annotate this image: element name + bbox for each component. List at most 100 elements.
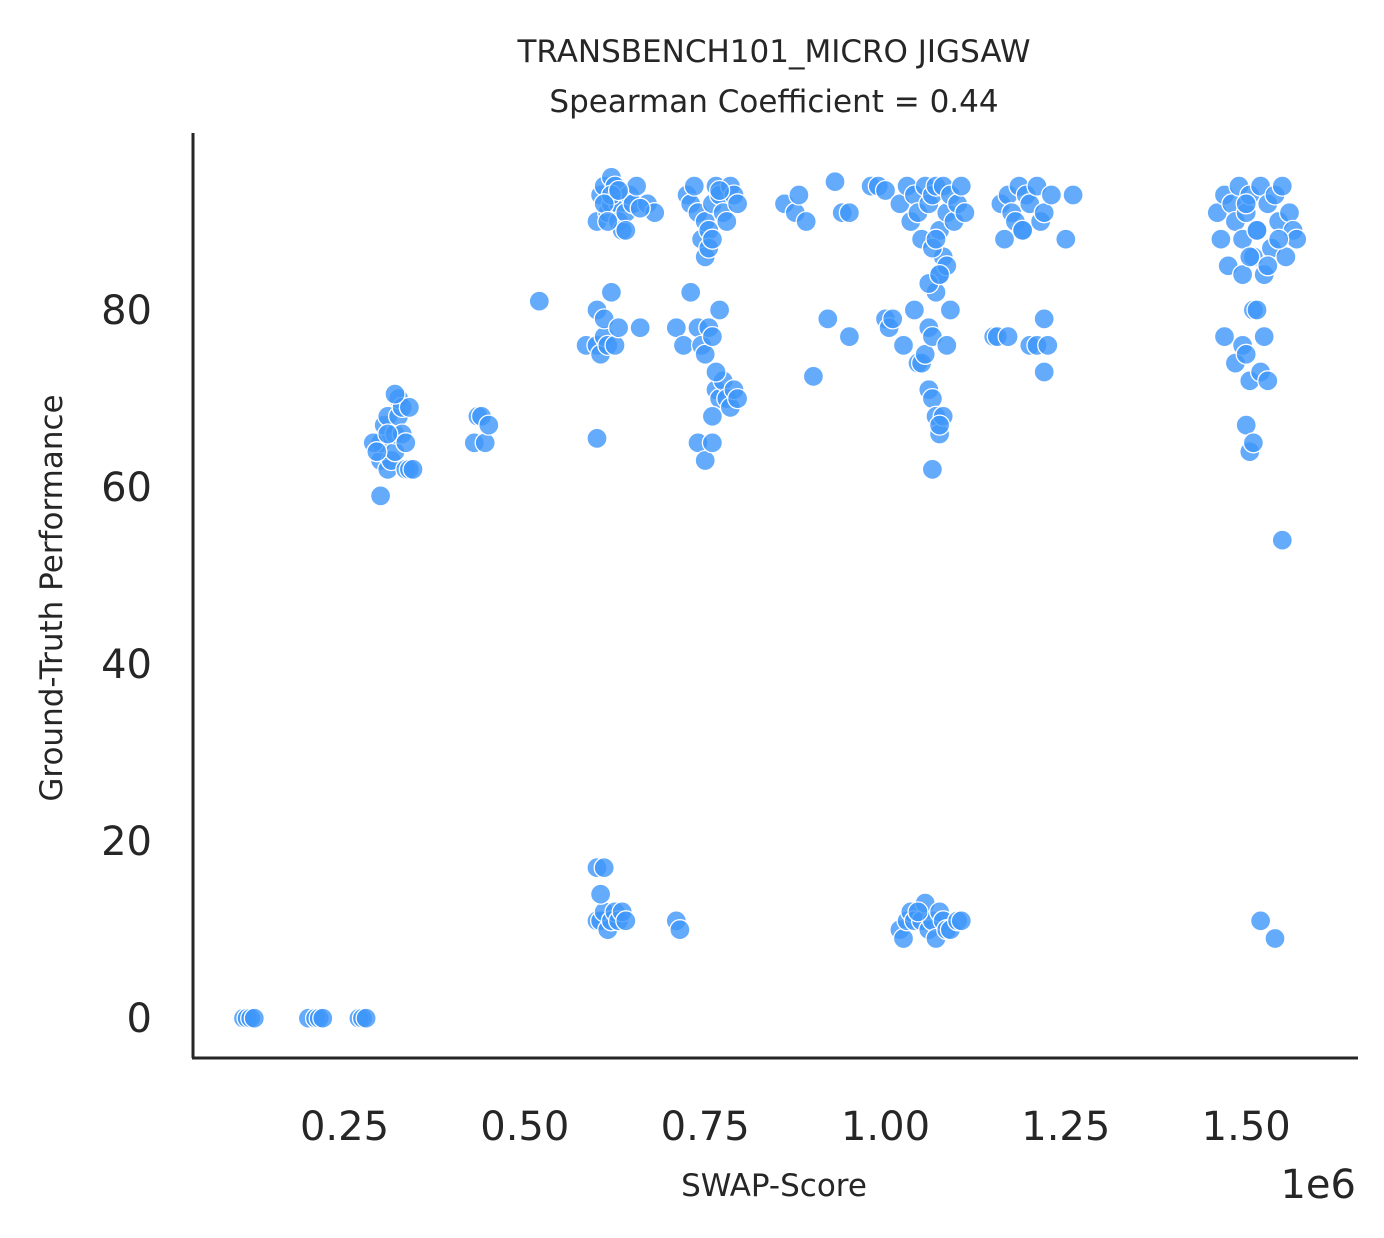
data-point	[243, 1007, 265, 1029]
data-point	[593, 857, 615, 879]
data-point	[604, 334, 626, 357]
data-point	[1268, 228, 1290, 250]
data-point	[1235, 414, 1257, 436]
data-point	[586, 427, 608, 450]
data-point	[708, 179, 731, 202]
data-point	[1037, 334, 1059, 357]
data-point	[672, 334, 695, 357]
data-point	[680, 281, 702, 303]
data-point	[1246, 299, 1268, 321]
data-point	[377, 423, 399, 445]
data-point	[402, 458, 424, 481]
data-point	[1257, 370, 1279, 392]
data-point	[312, 1007, 334, 1029]
data-point	[1033, 202, 1055, 224]
data-point	[1246, 219, 1268, 242]
data-point	[1242, 432, 1265, 454]
data-point	[615, 910, 637, 932]
data-point	[882, 308, 904, 330]
data-point	[1286, 228, 1308, 250]
data-point	[726, 387, 749, 410]
data-point	[903, 299, 926, 321]
data-point	[528, 290, 550, 312]
data-point	[701, 405, 724, 427]
data-point	[1264, 927, 1286, 950]
data-point	[1235, 193, 1257, 215]
data-point	[607, 317, 630, 339]
x-tick-label: 0.25	[300, 1104, 389, 1150]
data-point	[1033, 361, 1055, 383]
y-tick-label: 0	[127, 996, 152, 1042]
data-point	[701, 432, 724, 454]
x-axis-label: SWAP-Score	[681, 1168, 867, 1204]
data-point	[925, 228, 947, 250]
data-point	[921, 458, 944, 481]
data-point	[369, 485, 392, 507]
data-point	[669, 919, 691, 941]
x-tick-label: 1.00	[841, 1104, 930, 1150]
data-point	[474, 432, 496, 454]
data-point	[694, 343, 716, 365]
data-point	[726, 193, 749, 215]
data-point	[708, 299, 731, 321]
x-tick-label: 1.50	[1202, 1104, 1291, 1150]
data-point	[600, 281, 623, 303]
data-point	[914, 343, 936, 365]
data-point	[615, 219, 637, 242]
data-point	[1210, 228, 1232, 250]
data-point	[478, 414, 500, 436]
x-tick-label: 0.75	[661, 1104, 750, 1150]
data-point	[950, 175, 972, 197]
data-point	[683, 175, 705, 197]
data-point	[1271, 529, 1293, 551]
data-point	[1278, 202, 1301, 224]
x-tick-label: 0.50	[480, 1104, 569, 1150]
y-tick-label: 80	[101, 288, 152, 334]
y-axis-label: Ground-Truth Performance	[34, 394, 70, 801]
data-point	[921, 387, 944, 410]
data-point	[629, 197, 651, 219]
data-point	[705, 361, 727, 383]
data-point	[629, 317, 651, 339]
data-point	[1213, 325, 1236, 348]
data-point	[1011, 219, 1034, 242]
y-tick-labels: 0 20 40 60 80	[101, 288, 152, 1042]
data-point	[993, 228, 1016, 250]
data-point	[1033, 308, 1055, 330]
data-point	[694, 449, 716, 472]
data-point	[701, 325, 724, 348]
data-point	[874, 179, 897, 202]
data-point	[1239, 246, 1261, 268]
data-point	[928, 414, 951, 436]
data-point	[950, 910, 972, 932]
data-point	[795, 210, 817, 233]
data-point	[817, 308, 839, 330]
data-point	[1275, 246, 1297, 268]
data-point	[625, 175, 648, 197]
data-point	[716, 210, 738, 233]
data-point	[802, 365, 825, 388]
data-point	[1062, 184, 1084, 206]
data-point	[384, 383, 406, 405]
y-tick-label: 20	[101, 819, 152, 865]
data-point	[366, 441, 388, 463]
x-offset-label: 1e6	[1280, 1162, 1356, 1208]
data-point	[838, 202, 861, 224]
data-point	[1235, 343, 1257, 365]
data-point	[928, 263, 951, 286]
data-point	[1055, 228, 1077, 250]
data-point	[395, 432, 417, 454]
data-point	[997, 325, 1019, 348]
data-point	[1253, 325, 1275, 348]
data-point	[589, 883, 612, 905]
data-point	[939, 299, 962, 321]
data-point	[665, 317, 687, 339]
y-tick-label: 40	[101, 642, 152, 688]
data-point	[892, 927, 915, 950]
data-points	[232, 166, 1308, 1029]
data-point	[607, 179, 630, 202]
chart-title: TRANSBENCH101_MICRO JIGSAW	[516, 34, 1030, 70]
data-point	[1271, 175, 1293, 197]
data-point	[788, 184, 810, 206]
